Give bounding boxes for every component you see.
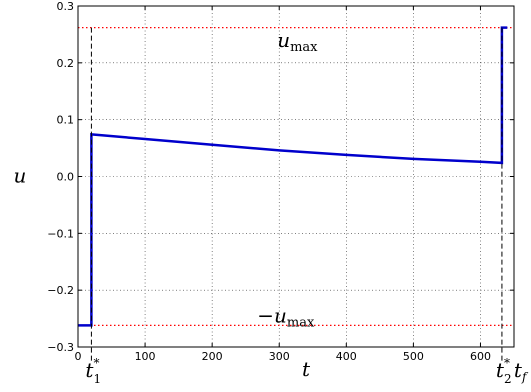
neg-umax-label-base: u (274, 304, 287, 328)
switch-time-label: t* 2 (496, 356, 512, 386)
y-tick-label: −0.3 (47, 341, 74, 354)
x-tick-label: 200 (202, 350, 223, 363)
y-tick-label: 0.3 (57, 0, 75, 13)
switch-time-label: t* 1 (85, 356, 101, 386)
y-tick-label: 0.1 (57, 114, 75, 127)
x-axis-label: t (302, 357, 311, 381)
umax-label-sub: max (290, 40, 318, 55)
switch-time-label-base: t (496, 358, 505, 382)
umax-label-base: u (277, 28, 290, 52)
switch-time-label-base: t (85, 358, 94, 382)
grid (77, 5, 514, 348)
final-time-label: tf (514, 358, 529, 384)
reference-lines (78, 26, 514, 327)
switch-time-label-sub: 1 (93, 372, 101, 386)
ticks: 0 100 200 300 400 500 600−0.3−0.2−0.10.00.10.2… (47, 0, 514, 363)
x-tick-label: 300 (269, 350, 290, 363)
x-tick-label: 0 (75, 350, 82, 363)
x-tick-label: 600 (470, 350, 491, 363)
neg-umax-label-sub: max (287, 316, 315, 331)
switch-time-label-sup: * (93, 356, 99, 370)
y-tick-label: −0.2 (47, 284, 74, 297)
switch-time-label-sub: 2 (504, 372, 512, 386)
neg-umax-label-sign: − (257, 304, 274, 328)
x-tick-label: 100 (135, 350, 156, 363)
y-axis-label: u (14, 164, 27, 188)
umax-label: umax (277, 28, 318, 55)
x-tick-label: 400 (336, 350, 357, 363)
y-tick-label: 0.2 (57, 57, 75, 70)
neg-umax-label: −umax (257, 304, 315, 331)
switch-time-label-sup: * (504, 356, 510, 370)
y-tick-label: −0.1 (47, 227, 74, 240)
final-time-label-base: t (514, 358, 523, 382)
x-tick-label: 500 (403, 350, 424, 363)
y-tick-label: 0.0 (57, 171, 75, 184)
final-time-label-sub: f (521, 370, 529, 384)
